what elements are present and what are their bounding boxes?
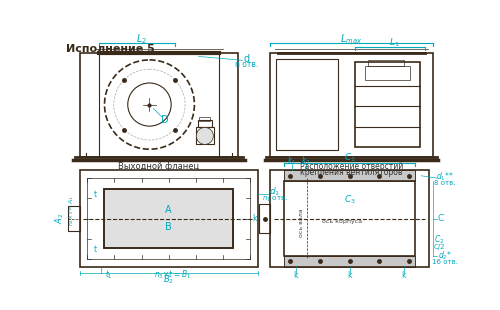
Bar <box>104 189 233 248</box>
Text: $n_3{\times}t{=}B_1$: $n_3{\times}t{=}B_1$ <box>154 268 191 281</box>
Text: $A_2$: $A_2$ <box>54 213 66 224</box>
Text: t: t <box>94 190 96 199</box>
Text: ось корпуса: ось корпуса <box>322 219 362 224</box>
Text: A: A <box>166 205 172 215</box>
Bar <box>88 178 250 259</box>
Text: C: C <box>438 214 444 223</box>
Bar <box>198 120 212 127</box>
Bar <box>284 181 415 256</box>
Text: $C_1$: $C_1$ <box>344 152 355 164</box>
Bar <box>68 206 80 231</box>
Text: $d_2$*: $d_2$* <box>438 250 452 262</box>
Text: $C_3$: $C_3$ <box>344 193 356 206</box>
Text: k: k <box>294 271 298 281</box>
Text: $t_1$: $t_1$ <box>105 268 113 281</box>
Text: k: k <box>252 214 257 223</box>
Bar <box>270 170 429 267</box>
Text: d: d <box>243 54 249 64</box>
Bar <box>284 170 415 181</box>
Text: k: k <box>348 271 352 281</box>
Text: Исполнение 5: Исполнение 5 <box>66 44 155 54</box>
Bar <box>80 53 238 157</box>
Text: $d_1$: $d_1$ <box>269 185 280 198</box>
Text: ось вала: ось вала <box>298 208 304 237</box>
Text: $B_2$: $B_2$ <box>163 273 174 286</box>
Text: B: B <box>166 223 172 232</box>
Text: t: t <box>94 245 96 254</box>
Text: Выходной фланец: Выходной фланец <box>118 162 200 171</box>
Text: $L_2$: $L_2$ <box>136 32 147 46</box>
Text: $C_2$: $C_2$ <box>434 233 444 246</box>
Text: $k_2$: $k_2$ <box>301 154 310 167</box>
Bar <box>364 66 410 80</box>
Text: D: D <box>161 115 169 125</box>
Bar <box>276 59 338 150</box>
Text: Расположение отверстий: Расположение отверстий <box>300 162 403 171</box>
Text: крепления вентиляторов: крепления вентиляторов <box>300 168 403 177</box>
Text: 8 отв.: 8 отв. <box>434 180 456 186</box>
Text: $k_1$: $k_1$ <box>288 154 296 167</box>
Bar <box>284 170 415 181</box>
Text: $L_1$: $L_1$ <box>388 36 399 49</box>
Bar <box>284 256 415 267</box>
Text: C/2: C/2 <box>434 244 445 250</box>
Bar <box>368 60 404 66</box>
Text: n отв.: n отв. <box>234 60 258 69</box>
Bar <box>196 127 214 144</box>
Bar <box>260 204 270 233</box>
Text: 16 отв.: 16 отв. <box>432 259 458 265</box>
Text: $L_{max}$: $L_{max}$ <box>340 32 362 46</box>
Text: $d_1$**: $d_1$** <box>436 170 454 183</box>
Text: k: k <box>401 271 406 281</box>
Bar <box>200 117 210 121</box>
Bar <box>284 256 415 267</box>
Circle shape <box>196 127 214 144</box>
Bar <box>80 170 258 267</box>
Text: $n_2{\times}t{=}A_1$: $n_2{\times}t{=}A_1$ <box>68 195 76 226</box>
Bar <box>355 62 420 147</box>
Bar <box>270 53 433 157</box>
Bar <box>104 189 233 248</box>
Text: $n_1$ отв.: $n_1$ отв. <box>262 195 288 204</box>
